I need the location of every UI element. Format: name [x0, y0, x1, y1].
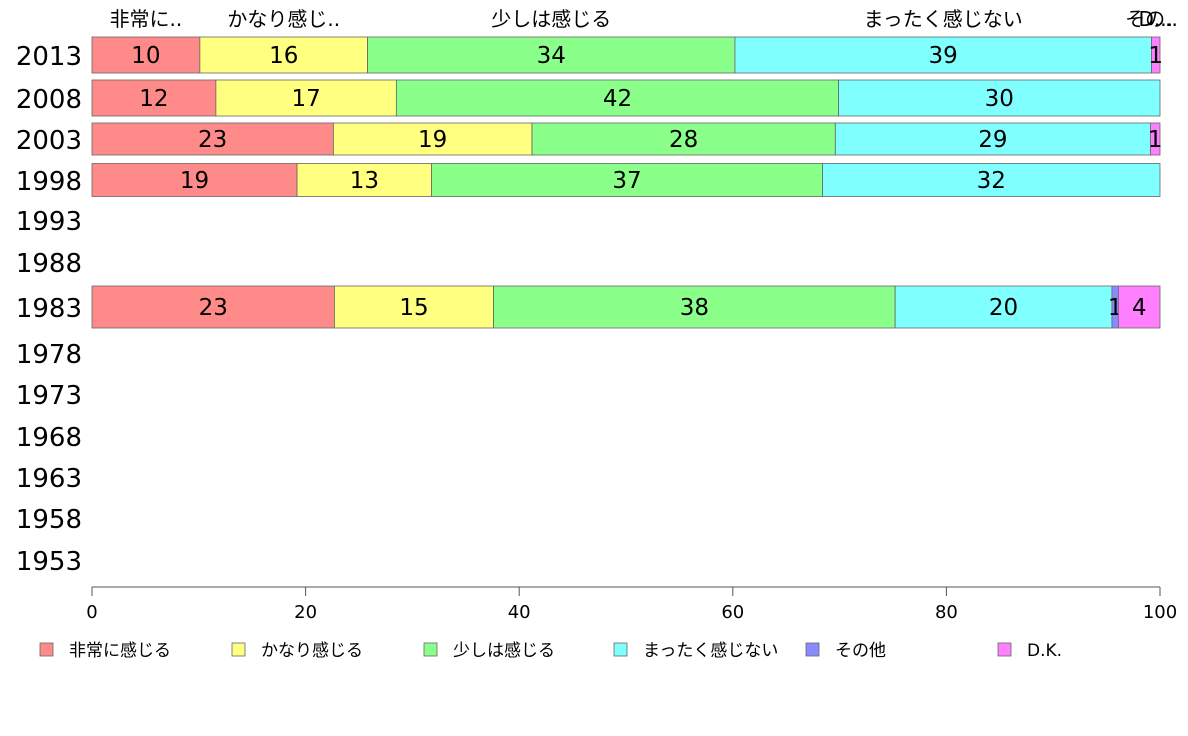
- bar-value-label-1998-series-2: 37: [612, 168, 641, 194]
- bar-2008-series-1: [215, 79, 397, 117]
- bar-value-label-1983-series-1: 15: [399, 295, 428, 321]
- bar-1983-series-2: [493, 285, 896, 329]
- legend-swatch-2: [423, 642, 438, 657]
- x-tick-label-80: 80: [935, 602, 958, 623]
- legend-swatch-5: [997, 642, 1012, 657]
- bar-value-label-2013-series-2: 34: [537, 43, 566, 69]
- x-axis: 0 20 40 60 80 100: [86, 586, 1177, 623]
- bar-2003-series-1: [332, 122, 533, 156]
- bar-1983-series-3: [894, 285, 1113, 329]
- x-tick-label-0: 0: [86, 602, 97, 623]
- legend-label-2: 少しは感じる: [453, 641, 555, 661]
- bar-2013-series-3: [734, 36, 1152, 74]
- x-tick-label-20: 20: [294, 602, 317, 623]
- legend-swatch-4: [805, 642, 820, 657]
- bar-1998-series-1: [296, 163, 433, 197]
- bar-value-label-1998-series-3: 32: [977, 168, 1006, 194]
- year-label-1958: 1958: [16, 505, 82, 535]
- bar-value-label-2008-series-1: 17: [291, 86, 320, 112]
- series-top-labels: 非常に.. かなり感じ.. 少しは感じる まったく感じない その..D...: [110, 7, 1178, 31]
- year-label-1968: 1968: [16, 423, 82, 453]
- year-label-1983: 1983: [16, 294, 82, 324]
- year-axis-labels: 2013 2008 2003 1998 1993 1988 1983 1978 1973 1968…: [16, 42, 82, 577]
- series-top-label-4: その..: [1125, 7, 1178, 31]
- year-label-1978: 1978: [16, 340, 82, 370]
- year-label-2013: 2013: [16, 42, 82, 72]
- bar-1998-series-2: [431, 163, 823, 197]
- bars: 10 16 34 39 1 12 17 42 30 23 19 28 29 1 19 13 37 32 23 15 38…: [91, 36, 1163, 329]
- year-label-1973: 1973: [16, 381, 82, 411]
- bar-2003-series-0: [91, 122, 334, 156]
- bar-value-label-2013-series-3: 39: [929, 43, 958, 69]
- series-top-label-5: D...: [1138, 7, 1172, 31]
- year-label-1988: 1988: [16, 249, 82, 279]
- x-tick-label-60: 60: [721, 602, 744, 623]
- bar-2003-series-5: [1149, 122, 1161, 156]
- bar-2008-series-3: [838, 79, 1161, 117]
- legend-swatch-1: [231, 642, 246, 657]
- year-label-1993: 1993: [16, 207, 82, 237]
- legend-label-1: かなり感じる: [261, 641, 363, 661]
- bar-value-label-2003-series-2: 28: [669, 127, 698, 153]
- bar-value-label-2003-series-1: 19: [418, 127, 447, 153]
- series-top-label-2: 少しは感じる: [491, 7, 611, 31]
- bar-value-label-2008-series-0: 12: [139, 86, 168, 112]
- bar-2003-series-2: [531, 122, 836, 156]
- bar-2013-series-0: [91, 36, 201, 74]
- bar-value-label-1983-series-5: 4: [1132, 295, 1147, 321]
- legend-label-5: D.K.: [1027, 641, 1062, 661]
- bar-1983-series-0: [91, 285, 335, 329]
- bar-value-label-1998-series-1: 13: [350, 168, 379, 194]
- year-label-2008: 2008: [16, 85, 82, 115]
- bar-value-label-2003-series-5: 1: [1148, 127, 1163, 153]
- series-top-label-3: まったく感じない: [864, 7, 1023, 31]
- series-top-label-1: かなり感じ..: [227, 7, 340, 31]
- legend: 非常に感じる かなり感じる 少しは感じる まったく感じない その他 D.K.: [39, 641, 1062, 661]
- series-top-label-0: 非常に..: [110, 7, 183, 31]
- bar-value-label-2003-series-0: 23: [198, 127, 227, 153]
- bar-1983-series-5: [1117, 285, 1161, 329]
- year-label-1998: 1998: [16, 167, 82, 197]
- bar-value-label-2008-series-2: 42: [603, 86, 632, 112]
- bar-value-label-2008-series-3: 30: [985, 86, 1014, 112]
- bar-value-label-2013-series-0: 10: [131, 43, 160, 69]
- legend-swatch-3: [613, 642, 628, 657]
- year-label-2003: 2003: [16, 126, 82, 156]
- year-label-1953: 1953: [16, 547, 82, 577]
- legend-label-3: まったく感じない: [643, 641, 778, 661]
- legend-label-4: その他: [835, 641, 886, 661]
- x-tick-label-40: 40: [508, 602, 531, 623]
- bar-value-label-1983-series-0: 23: [199, 295, 228, 321]
- bar-value-label-1983-series-2: 38: [680, 295, 709, 321]
- bar-2003-series-3: [834, 122, 1151, 156]
- year-label-1963: 1963: [16, 464, 82, 494]
- bar-2013-series-2: [367, 36, 736, 74]
- bar-2013-series-5: [1151, 36, 1161, 74]
- x-tick-label-100: 100: [1143, 602, 1177, 623]
- bar-2008-series-2: [395, 79, 839, 117]
- bar-value-label-2013-series-5: 1: [1148, 43, 1163, 69]
- bar-1998-series-0: [91, 163, 298, 197]
- legend-label-0: 非常に感じる: [69, 641, 171, 661]
- bar-value-label-1983-series-3: 20: [989, 295, 1018, 321]
- bar-2008-series-0: [91, 79, 217, 117]
- bar-2013-series-1: [199, 36, 368, 74]
- bar-value-label-1998-series-0: 19: [180, 168, 209, 194]
- bar-value-label-2003-series-3: 29: [978, 127, 1007, 153]
- bar-1998-series-3: [822, 163, 1161, 197]
- legend-swatch-0: [39, 642, 54, 657]
- bar-value-label-2013-series-1: 16: [269, 43, 298, 69]
